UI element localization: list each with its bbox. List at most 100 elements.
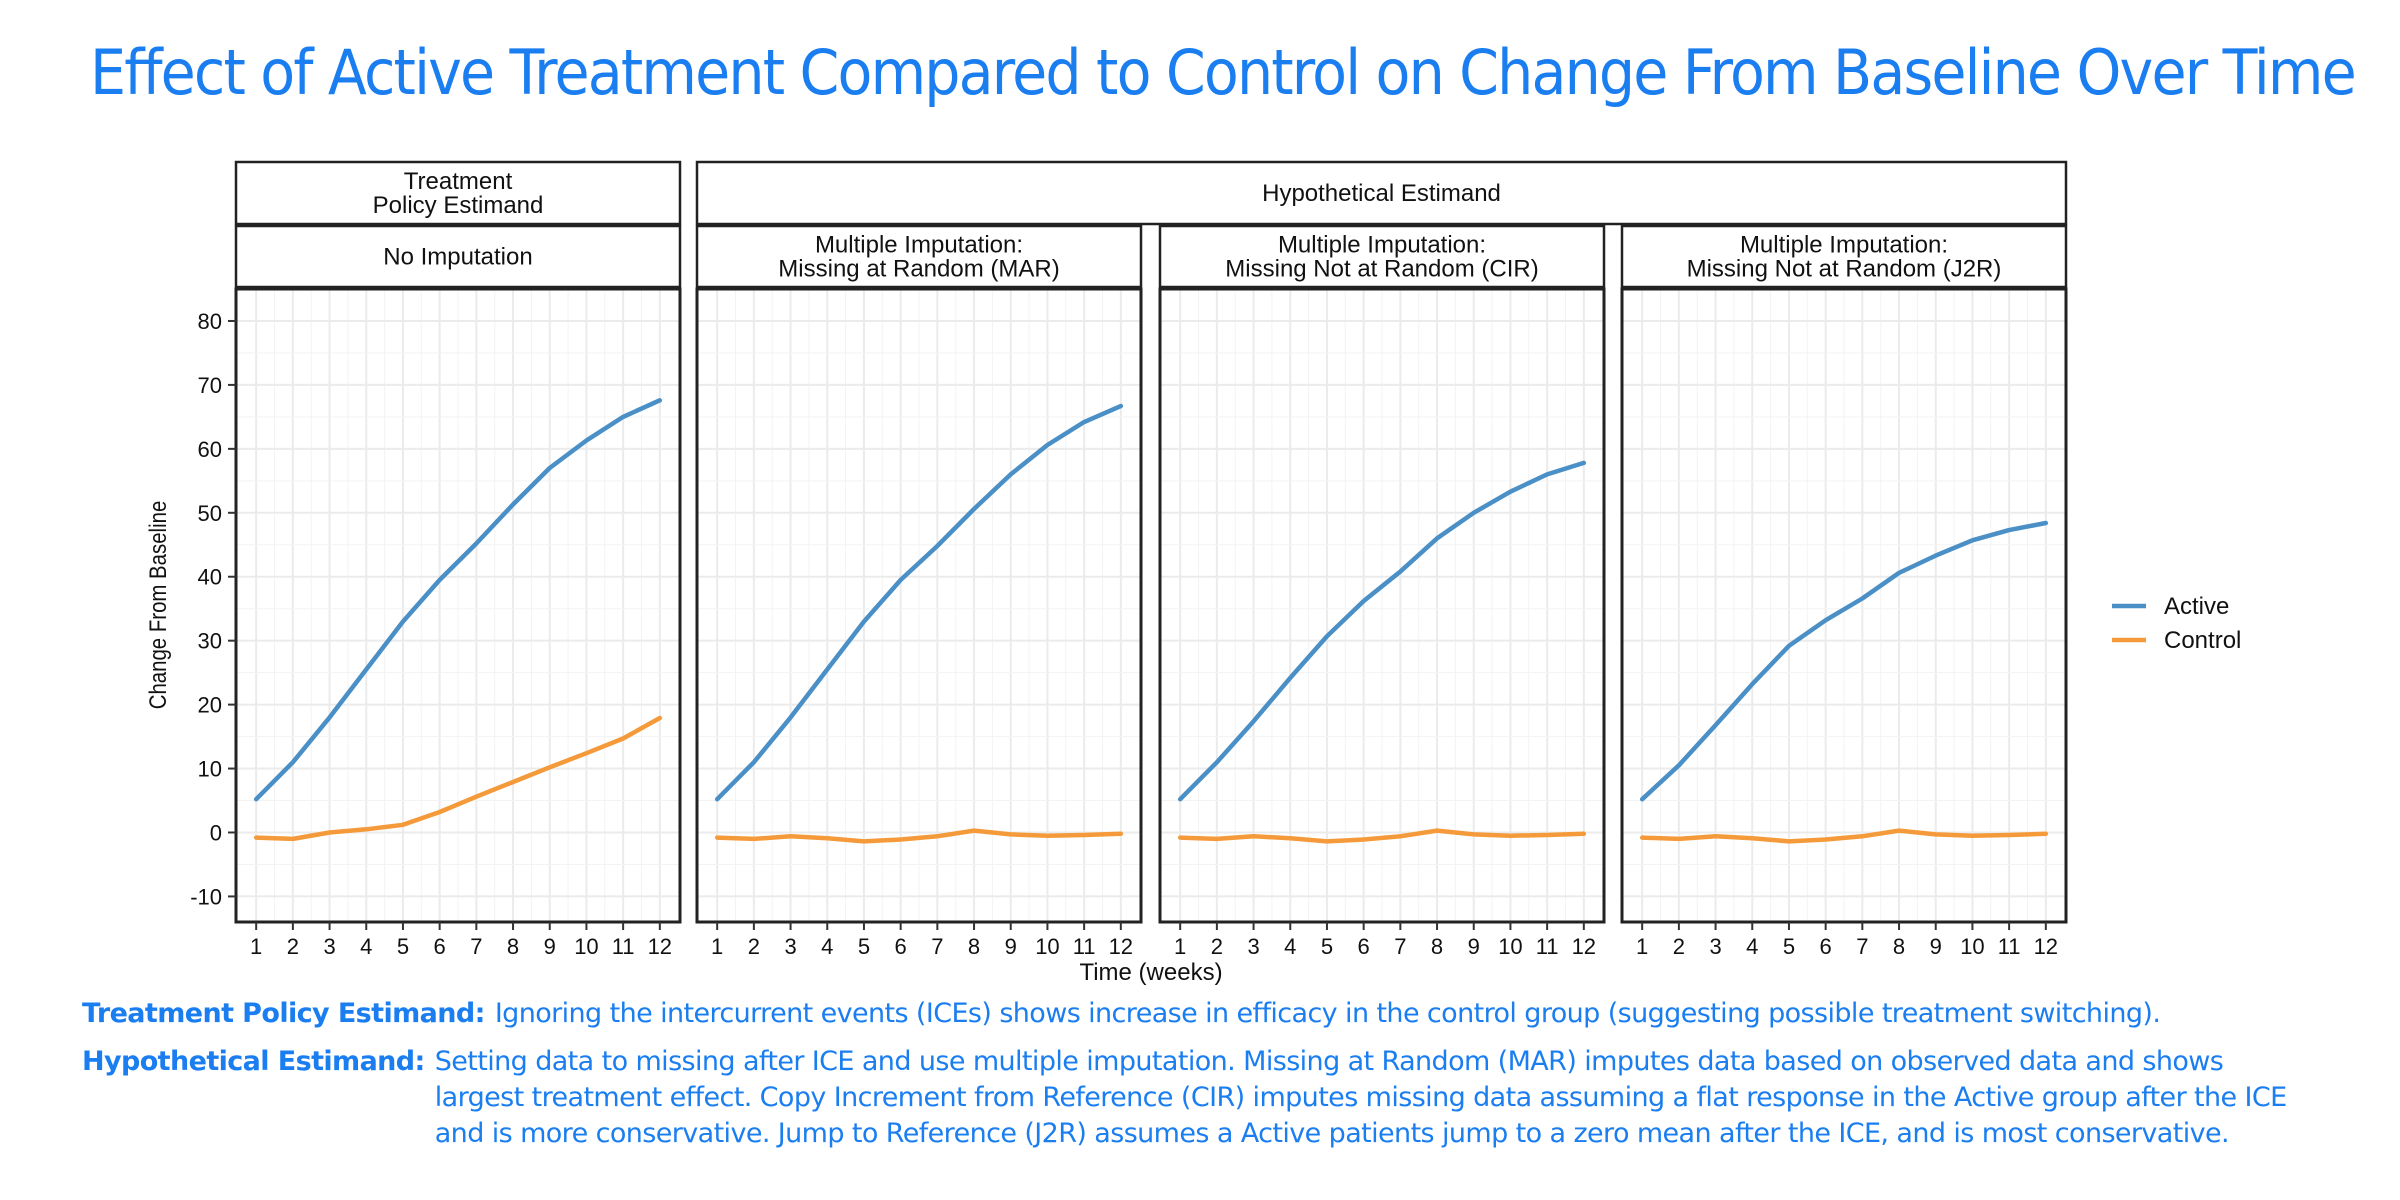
panel-1: Multiple Imputation: Missing at Random (M… [695, 224, 1143, 959]
x-tick-label: 2 [748, 934, 760, 959]
panel-strip-box [1158, 224, 1606, 289]
y-tick-label: 80 [198, 309, 222, 334]
x-tick-label: 5 [1321, 934, 1333, 959]
x-tick-label: 12 [2034, 934, 2058, 959]
y-tick-label: 20 [198, 693, 222, 718]
y-tick-label: 50 [198, 501, 222, 526]
legend-label-active: Active [2164, 593, 2229, 620]
y-tick-label: 10 [198, 757, 222, 782]
x-tick-label: 4 [1284, 934, 1296, 959]
x-tick-label: 8 [1431, 934, 1443, 959]
x-tick-label: 4 [360, 934, 372, 959]
x-tick-label: 11 [612, 934, 635, 959]
series-line-control [1177, 828, 1587, 844]
panel-strip-box [695, 224, 1143, 289]
x-tick-label: 5 [1783, 934, 1795, 959]
x-tick-label: 10 [1960, 934, 1984, 959]
panel-strip-box [1620, 224, 2068, 289]
estimand-strip-1: Hypothetical Estimand [695, 160, 2068, 226]
series-line-active [714, 403, 1124, 802]
x-tick-label: 6 [1820, 934, 1832, 959]
y-tick-label: 40 [198, 565, 222, 590]
x-tick-label: 9 [1930, 934, 1942, 959]
panel-3: Multiple Imputation: Missing Not at Rando… [1620, 224, 2068, 959]
series-line-active [253, 398, 663, 802]
x-tick-label: 10 [574, 934, 598, 959]
x-tick-label: 2 [1673, 934, 1685, 959]
x-tick-label: 1 [711, 934, 723, 959]
estimand-strip-box [695, 160, 2068, 226]
estimand-strip-box [234, 160, 682, 226]
x-axis-title: Time (weeks) [1079, 959, 1222, 986]
treatment-policy-note-text: Ignoring the intercurrent events (ICEs) … [494, 998, 2161, 1029]
panel-border [1620, 287, 2068, 924]
legend-label-control: Control [2164, 627, 2241, 654]
panel-strip-title: Multiple Imputation: Missing Not at Rando… [1225, 232, 1538, 283]
x-tick-label: 3 [784, 934, 796, 959]
treatment-policy-note: Treatment Policy Estimand: Ignoring the i… [82, 996, 2342, 1032]
x-tick-label: 6 [434, 934, 446, 959]
panel-strip-title: Multiple Imputation: Missing Not at Rando… [1687, 232, 2002, 283]
x-tick-label: 10 [1035, 934, 1059, 959]
x-tick-label: 3 [1709, 934, 1721, 959]
x-tick-label: 1 [1636, 934, 1648, 959]
x-tick-label: 7 [1856, 934, 1868, 959]
x-tick-label: 11 [1998, 934, 2021, 959]
panel-border [234, 287, 682, 924]
x-tick-label: 6 [1358, 934, 1370, 959]
x-tick-label: 11 [1073, 934, 1096, 959]
panel-border [1158, 287, 1606, 924]
hypothetical-note-text: Setting data to missing after ICE and us… [434, 1046, 2287, 1149]
y-tick-label: 30 [198, 629, 222, 654]
x-tick-label: 9 [1005, 934, 1017, 959]
x-tick-label: 11 [1536, 934, 1559, 959]
panel-2: Multiple Imputation: Missing Not at Rando… [1158, 224, 1606, 959]
panel-border [695, 287, 1143, 924]
x-tick-label: 2 [287, 934, 299, 959]
panel-strip-title: No Imputation [383, 244, 532, 271]
x-tick-label: 3 [323, 934, 335, 959]
x-tick-label: 5 [397, 934, 409, 959]
y-tick-label: -10 [190, 884, 222, 909]
panel-strip-box [234, 224, 682, 289]
estimand-strip-label: Hypothetical Estimand [1262, 180, 1501, 207]
y-tick-label: 60 [198, 437, 222, 462]
estimand-strip-label: Treatment Policy Estimand [373, 168, 544, 219]
series-line-control [1639, 828, 2049, 844]
panel-strip-title: Multiple Imputation: Missing at Random (M… [778, 232, 1059, 283]
series-line-control [253, 715, 663, 842]
legend: Active Control [2112, 593, 2241, 654]
series-line-active [1177, 460, 1587, 802]
x-tick-label: 10 [1498, 934, 1522, 959]
x-tick-label: 4 [1746, 934, 1758, 959]
treatment-policy-note-label: Treatment Policy Estimand: [82, 998, 485, 1029]
x-tick-label: 5 [858, 934, 870, 959]
x-tick-label: 1 [250, 934, 262, 959]
x-tick-label: 9 [544, 934, 556, 959]
x-tick-label: 3 [1247, 934, 1259, 959]
x-tick-label: 4 [821, 934, 833, 959]
x-tick-label: 7 [1394, 934, 1406, 959]
x-tick-label: 8 [507, 934, 519, 959]
x-tick-label: 2 [1211, 934, 1223, 959]
x-tick-label: 12 [1572, 934, 1596, 959]
x-tick-label: 8 [1893, 934, 1905, 959]
hypothetical-note: Hypothetical Estimand: Setting data to m… [82, 1044, 2342, 1152]
page-title: Effect of Active Treatment Compared to C… [90, 36, 2357, 109]
y-tick-label: 0 [210, 820, 222, 845]
hypothetical-note-label: Hypothetical Estimand: [82, 1046, 425, 1077]
x-tick-label: 9 [1468, 934, 1480, 959]
series-line-control [714, 828, 1124, 844]
x-tick-label: 12 [1109, 934, 1133, 959]
x-tick-label: 1 [1174, 934, 1186, 959]
y-tick-label: 70 [198, 373, 222, 398]
series-line-active [1639, 520, 2049, 802]
x-tick-label: 12 [648, 934, 672, 959]
y-axis-title: Change From Baseline [144, 501, 171, 710]
x-tick-label: 6 [895, 934, 907, 959]
x-tick-label: 8 [968, 934, 980, 959]
x-tick-label: 7 [470, 934, 482, 959]
x-tick-label: 7 [931, 934, 943, 959]
